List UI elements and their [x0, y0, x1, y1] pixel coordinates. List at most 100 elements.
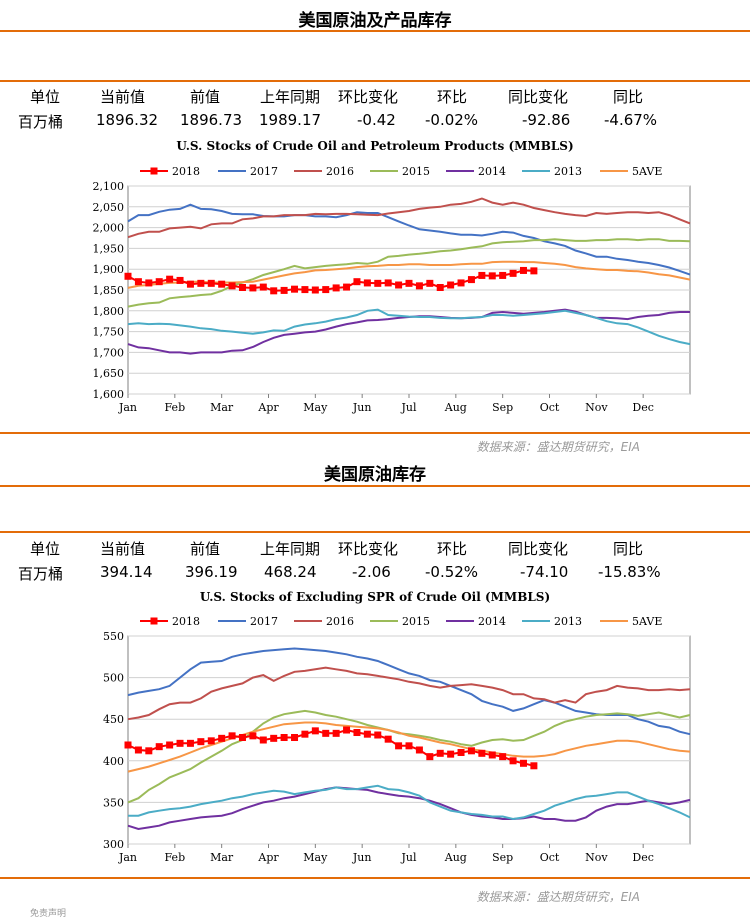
stat-value: -0.02% [425, 111, 479, 129]
data-point-2018 [270, 734, 278, 742]
section-title-2: 美国原油库存 [324, 465, 426, 485]
x-tick-label: Jan [118, 401, 137, 414]
x-tick-label: Apr [257, 851, 279, 864]
data-point-2018 [249, 284, 257, 292]
x-tick-label: Jul [400, 401, 416, 414]
y-tick-label: 1,950 [93, 242, 125, 255]
series-line-2017 [127, 203, 691, 276]
stat-header: 单位 [30, 540, 61, 558]
legend-label: 5AVE [632, 165, 662, 178]
chart-crude-stocks: 300 350 400 450 500 550 Jan Feb Mar Apr May Jun Jul A… [103, 615, 691, 864]
legend-label: 2015 [402, 165, 430, 178]
stat-value: 百万桶 [18, 565, 64, 583]
data-point-2018 [332, 729, 340, 737]
data-point-2018 [519, 266, 527, 274]
series-line-2013 [127, 308, 691, 346]
stat-value: 1896.32 [96, 111, 159, 129]
data-point-2018 [384, 279, 392, 287]
x-tick-label: Feb [165, 401, 186, 414]
data-point-2018 [530, 762, 538, 770]
data-point-2018 [311, 727, 319, 735]
y-tick-label: 1,650 [93, 367, 125, 380]
data-point-2018 [228, 732, 236, 740]
data-point-2018 [509, 269, 517, 277]
data-point-2018 [280, 286, 288, 294]
series-line-2018 [127, 728, 535, 767]
y-tick-label: 2,000 [93, 222, 125, 235]
x-tick-label: Nov [585, 401, 608, 414]
stat-header: 上年同期 [260, 88, 321, 106]
data-point-2018 [145, 279, 153, 287]
legend-label: 2016 [326, 615, 354, 628]
x-tick-label: Jun [352, 401, 372, 414]
data-point-2018 [207, 737, 215, 745]
legend-label: 2017 [250, 165, 278, 178]
data-point-2018 [322, 286, 330, 294]
series-line-2014 [127, 786, 691, 831]
data-point-2018 [436, 284, 444, 292]
x-tick-label: Dec [632, 401, 654, 414]
stat-header: 环比变化 [338, 88, 399, 106]
data-point-2018 [197, 738, 205, 746]
data-point-2018 [228, 282, 236, 290]
data-point-2018 [176, 276, 184, 284]
y-tick-label: 1,800 [93, 305, 125, 318]
stat-header: 前值 [190, 540, 221, 558]
data-point-2018 [353, 729, 361, 737]
data-point-2018 [155, 278, 163, 286]
series-line-2018 [127, 269, 534, 292]
x-tick-label: Mar [210, 851, 234, 864]
data-point-2018 [124, 741, 132, 749]
data-point-2018 [499, 271, 507, 279]
data-point-2018 [519, 759, 527, 767]
data-point-2018 [467, 276, 475, 284]
legend-label: 2013 [554, 615, 582, 628]
legend-label: 2014 [478, 615, 506, 628]
data-point-2018 [353, 278, 361, 286]
stat-header: 同比变化 [508, 88, 569, 106]
data-point-2018 [415, 746, 423, 754]
y-tick-label: 350 [103, 796, 124, 809]
data-point-2018 [395, 281, 403, 289]
stat-value: -0.42 [357, 111, 396, 129]
legend-label: 2015 [402, 615, 430, 628]
x-tick-label: Feb [165, 851, 186, 864]
x-tick-label: Aug [444, 401, 467, 414]
stat-value: -2.06 [352, 563, 391, 581]
y-tick-label: 450 [103, 713, 124, 726]
data-point-2018 [238, 284, 246, 292]
x-tick-label: Dec [632, 851, 654, 864]
x-tick-label: Oct [540, 851, 560, 864]
data-point-2018 [363, 279, 371, 287]
stat-value: 468.24 [264, 563, 317, 581]
data-point-2018 [134, 278, 142, 286]
x-tick-label: Oct [540, 401, 560, 414]
stat-value: -74.10 [520, 563, 569, 581]
data-point-2018 [363, 730, 371, 738]
data-point-2018 [415, 282, 423, 290]
data-point-2018 [384, 735, 392, 743]
stat-header: 当前值 [100, 88, 146, 106]
data-point-2018 [530, 267, 538, 275]
legend-label: 5AVE [632, 615, 662, 628]
divider [0, 80, 750, 82]
x-tick-label: Apr [257, 401, 279, 414]
stat-value: 396.19 [185, 563, 238, 581]
data-point-2018 [176, 739, 184, 747]
data-point-2018 [280, 734, 288, 742]
x-tick-label: Sep [492, 401, 513, 414]
data-point-2018 [374, 279, 382, 287]
data-point-2018 [166, 275, 174, 283]
data-point-2018 [186, 280, 194, 288]
data-point-2018 [145, 747, 153, 755]
y-tick-label: 1,700 [93, 346, 125, 359]
data-point-2018 [426, 753, 434, 761]
stat-header: 单位 [30, 88, 61, 106]
data-point-2018 [436, 749, 444, 757]
legend-marker-2018 [150, 167, 158, 175]
x-tick-label: Jun [352, 851, 372, 864]
stat-value: -0.52% [425, 563, 479, 581]
data-point-2018 [311, 286, 319, 294]
data-point-2018 [447, 281, 455, 289]
data-point-2018 [509, 757, 517, 765]
